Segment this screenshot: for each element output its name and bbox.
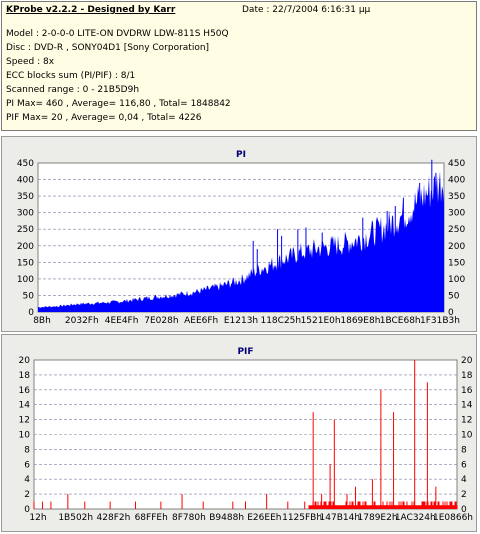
x-tick-label: 1869E8h xyxy=(340,316,380,326)
x-tick-label: E26EEh xyxy=(247,513,281,523)
x-tick-label: 1789E2h xyxy=(358,513,398,523)
x-tick-label: 2032Fh xyxy=(65,316,99,326)
y-tick-label: 16 xyxy=(19,386,31,396)
pi-chart: PI 0 0 50 50 100 100 150 150 200 200 250 250 300 300 35… xyxy=(17,150,466,326)
y-tick-label-right: 18 xyxy=(461,371,473,381)
y-tick-label: 14 xyxy=(19,401,31,411)
x-tick-label: 4EE4Fh xyxy=(105,316,139,326)
y-tick-label: 4 xyxy=(24,475,30,485)
scanned-range-line: Scanned range : 0 - 21B5D9h xyxy=(6,85,140,95)
x-tick-label: 118C25h xyxy=(260,316,301,326)
y-tick-label: 12 xyxy=(19,416,30,426)
x-tick-label: 8F780h xyxy=(172,513,206,523)
y-tick-label-right: 8 xyxy=(461,445,467,455)
y-tick-label-right: 300 xyxy=(448,209,465,219)
info-panel: KProbe v2.2.2 - Designed by Karr Date : … xyxy=(1,1,477,131)
x-tick-label: 428F2h xyxy=(97,513,131,523)
x-tick-label: 1E0866h xyxy=(433,513,473,523)
y-tick-label-right: 50 xyxy=(448,291,460,301)
y-tick-label: 300 xyxy=(17,209,34,219)
x-tick-label: 8Bh xyxy=(33,316,51,326)
x-tick-label: 147B14h xyxy=(320,513,361,523)
y-tick-label-right: 0 xyxy=(461,505,467,515)
pi-chart-panel: PI 0 0 50 50 100 100 150 150 200 200 250 250 300 300 35… xyxy=(1,136,477,332)
y-tick-label-right: 200 xyxy=(448,242,465,252)
x-tick-label: 7E028h xyxy=(144,316,178,326)
y-tick-label-right: 450 xyxy=(448,159,465,169)
y-tick-label: 8 xyxy=(24,445,30,455)
y-tick-label-right: 4 xyxy=(461,475,467,485)
ecc-line: ECC blocks sum (PI/PIF) : 8/1 xyxy=(6,71,136,81)
x-tick-label: 1125FBh xyxy=(282,513,322,523)
y-tick-label: 150 xyxy=(17,258,34,268)
pi-stats-line: PI Max= 460 , Average= 116,80 , Total= 1… xyxy=(6,99,231,109)
app-title: KProbe v2.2.2 - Designed by Karr xyxy=(6,5,176,15)
pi-area xyxy=(38,170,444,312)
y-tick-label-right: 20 xyxy=(461,356,473,366)
y-tick-label-right: 6 xyxy=(461,460,467,470)
y-tick-label-right: 350 xyxy=(448,192,465,202)
y-tick-label: 250 xyxy=(17,225,34,235)
pif-chart: PIF 0 0 2 2 4 4 6 6 8 8 10 10 12 12 14 14 16 16 18 18 20 20 12h… xyxy=(19,347,473,523)
y-tick-label: 10 xyxy=(19,431,31,441)
y-tick-label-right: 10 xyxy=(461,431,473,441)
x-tick-label: 1AC324h xyxy=(395,513,436,523)
model-line: Model : 2-0-0-0 LITE-ON DVDRW LDW-811S H… xyxy=(6,29,229,39)
y-tick-label-right: 12 xyxy=(461,416,472,426)
y-tick-label: 18 xyxy=(19,371,31,381)
x-tick-label: 1521E0h xyxy=(301,316,341,326)
y-tick-label-right: 0 xyxy=(448,308,454,318)
y-tick-label-right: 16 xyxy=(461,386,473,396)
y-tick-label: 2 xyxy=(24,490,30,500)
x-tick-label: 1B502h xyxy=(58,513,93,523)
pif-stats-line: PIF Max= 20 , Average= 0,04 , Total= 422… xyxy=(6,113,202,123)
y-tick-label-right: 14 xyxy=(461,401,473,411)
y-tick-label: 450 xyxy=(17,159,34,169)
y-tick-label: 0 xyxy=(24,505,30,515)
scan-date: Date : 22/7/2004 6:16:31 μμ xyxy=(242,5,371,15)
x-tick-label: AEE6Fh xyxy=(184,316,218,326)
y-tick-label: 0 xyxy=(28,308,34,318)
disc-line: Disc : DVD-R , SONY04D1 [Sony Corporatio… xyxy=(6,43,210,53)
chart-title: PIF xyxy=(237,347,253,357)
x-tick-label: 1BCE68h xyxy=(380,316,421,326)
y-tick-label: 6 xyxy=(24,460,30,470)
x-tick-label: 68FFEh xyxy=(135,513,168,523)
x-tick-label: B9488h xyxy=(209,513,244,523)
x-tick-label: E1213h xyxy=(224,316,258,326)
x-tick-label: 12h xyxy=(29,513,46,523)
y-tick-label-right: 250 xyxy=(448,225,465,235)
y-tick-label: 20 xyxy=(19,356,31,366)
y-tick-label: 400 xyxy=(17,176,34,186)
pif-chart-panel: PIF 0 0 2 2 4 4 6 6 8 8 10 10 12 12 14 14 16 16 18 18 20 20 12h… xyxy=(1,334,477,532)
y-tick-label: 100 xyxy=(17,275,34,285)
y-tick-label-right: 100 xyxy=(448,275,465,285)
y-tick-label: 50 xyxy=(23,291,35,301)
y-tick-label: 350 xyxy=(17,192,34,202)
y-tick-label-right: 150 xyxy=(448,258,465,268)
y-tick-label-right: 400 xyxy=(448,176,465,186)
y-tick-label: 200 xyxy=(17,242,34,252)
speed-line: Speed : 8x xyxy=(6,57,55,67)
x-tick-label: 1F31B3h xyxy=(420,316,460,326)
chart-title: PI xyxy=(236,150,246,160)
y-tick-label-right: 2 xyxy=(461,490,467,500)
